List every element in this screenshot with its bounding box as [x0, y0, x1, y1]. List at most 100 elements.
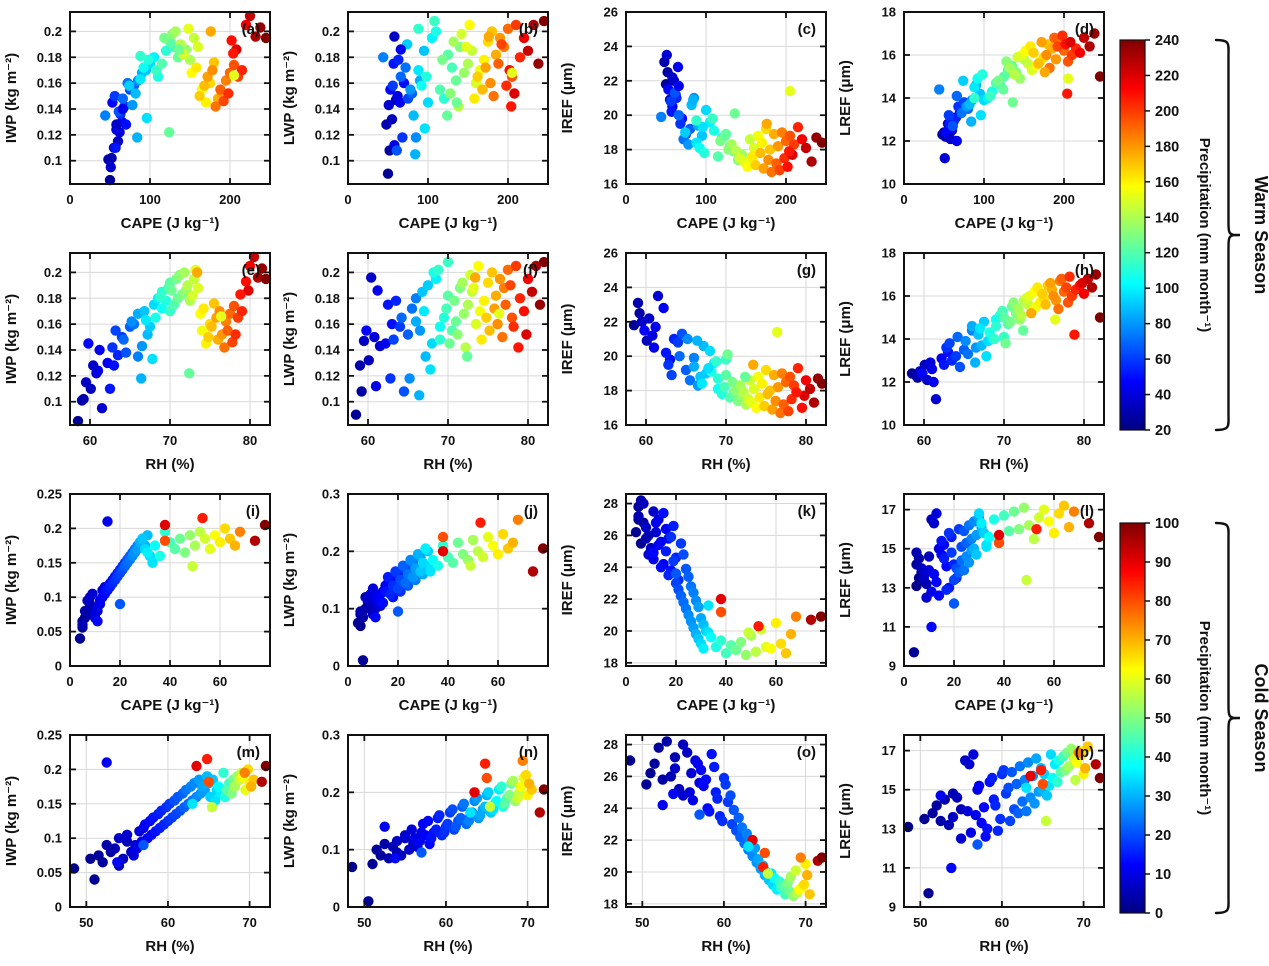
y-tick-label: 16 — [604, 177, 618, 192]
y-axis-label: IREF (μm) — [559, 63, 576, 134]
scatter-point — [452, 329, 463, 340]
scatter-point — [673, 80, 684, 92]
y-tick-label: 0.2 — [322, 544, 340, 559]
scatter-point — [638, 498, 649, 509]
x-tick-label: 100 — [695, 192, 717, 207]
scatter-point — [1082, 273, 1094, 284]
scatter-point — [169, 543, 181, 555]
scatter-point — [492, 318, 503, 330]
scatter-points — [902, 741, 1106, 899]
scatter-point — [796, 402, 808, 413]
scatter-point — [715, 635, 727, 646]
scatter-point — [143, 54, 154, 65]
panel-letter: (n) — [519, 744, 538, 761]
scatter-point — [199, 533, 211, 544]
scatter-point — [207, 65, 218, 76]
scatter-point — [1086, 282, 1098, 293]
scatter-point — [416, 80, 427, 91]
scatter-point — [442, 256, 454, 268]
x-tick-label: 200 — [1053, 192, 1075, 207]
scatter-point — [772, 141, 784, 152]
x-axis-label: RH (%) — [701, 938, 750, 955]
colorbar-title: Precipitation (mm month⁻¹) — [1196, 621, 1213, 816]
scatter-point — [482, 531, 494, 543]
scatter-point — [1078, 288, 1090, 299]
scatter-point — [184, 368, 195, 379]
scatter-point — [650, 527, 662, 538]
x-axis-label: CAPE (J kg⁻¹) — [955, 215, 1054, 232]
scatter-point — [673, 110, 684, 121]
scatter-point — [396, 312, 407, 323]
panel-n-plot: 50 60 70 0 0.1 0.2 0.3 RH (%) LWP (kg m⁻²) (n) — [281, 728, 550, 955]
scatter-point — [487, 540, 499, 551]
scatter-point — [934, 84, 945, 95]
y-tick-label: 20 — [604, 108, 618, 123]
scatter-point — [372, 285, 383, 296]
scatter-point — [954, 361, 966, 373]
scatter-point — [1090, 269, 1102, 280]
scatter-point — [518, 32, 530, 44]
scatter-point — [385, 373, 396, 384]
x-tick-label: 100 — [139, 192, 161, 207]
scatter-point — [747, 151, 758, 162]
scatter-point — [730, 644, 742, 656]
scatter-point — [667, 72, 678, 83]
y-axis-label: LWP (kg m⁻²) — [281, 292, 298, 386]
scatter-point — [935, 815, 946, 827]
scatter-point — [140, 315, 152, 326]
scatter-point — [244, 260, 256, 272]
scatter-point — [218, 96, 229, 107]
scatter-point — [528, 19, 539, 31]
scatter-point — [998, 765, 1009, 776]
y-tick-label: 18 — [604, 383, 618, 398]
scatter-point — [935, 790, 946, 801]
scatter-point — [1069, 329, 1080, 340]
scatter-point — [371, 844, 382, 855]
scatter-point — [763, 154, 774, 166]
scatter-point — [187, 798, 198, 809]
plot-box — [69, 11, 271, 185]
scatter-point — [968, 749, 979, 760]
scatter-point — [800, 375, 812, 386]
scatter-point — [973, 508, 985, 519]
scatter-point — [981, 541, 992, 552]
scatter-point — [969, 82, 980, 93]
scatter-point — [800, 142, 812, 154]
scatter-point — [404, 373, 415, 384]
scatter-point — [806, 156, 817, 167]
scatter-point — [182, 280, 193, 291]
scatter-point — [93, 850, 104, 861]
scatter-point — [187, 561, 198, 572]
y-tick-label: 9 — [889, 900, 896, 915]
scatter-point — [458, 67, 470, 79]
scatter-point — [74, 633, 86, 644]
scatter-point — [369, 331, 380, 343]
scatter-point — [159, 32, 170, 44]
scatter-point — [188, 32, 200, 44]
y-tick-label: 22 — [604, 314, 618, 329]
y-axis-label: LREF (μm) — [837, 542, 854, 618]
scatter-point — [962, 806, 973, 817]
panel-b: 0 100 200 0.1 0.12 0.14 0.16 0.18 0.2 CAPE (J kg⁻… — [278, 0, 556, 241]
scatter-point — [370, 381, 382, 392]
scatter-point — [356, 386, 367, 397]
scatter-point — [113, 833, 125, 844]
scatter-point — [933, 590, 945, 601]
scatter-point — [469, 93, 480, 104]
x-tick-label: 50 — [635, 915, 649, 930]
scatter-point — [425, 364, 436, 375]
scatter-point — [406, 303, 418, 314]
scatter-point — [437, 531, 449, 543]
scatter-point — [756, 137, 768, 148]
scatter-point — [951, 792, 963, 803]
scatter-point — [446, 62, 458, 73]
scatter-point — [652, 290, 664, 302]
x-tick-label: 0 — [66, 674, 73, 689]
y-tick-label: 0.1 — [322, 601, 340, 616]
y-axis-label: LWP (kg m⁻²) — [281, 774, 298, 868]
scatter-point — [672, 337, 684, 348]
scatter-point — [260, 32, 272, 44]
y-axis-label: LWP (kg m⁻²) — [281, 533, 298, 627]
scatter-point — [132, 132, 143, 143]
